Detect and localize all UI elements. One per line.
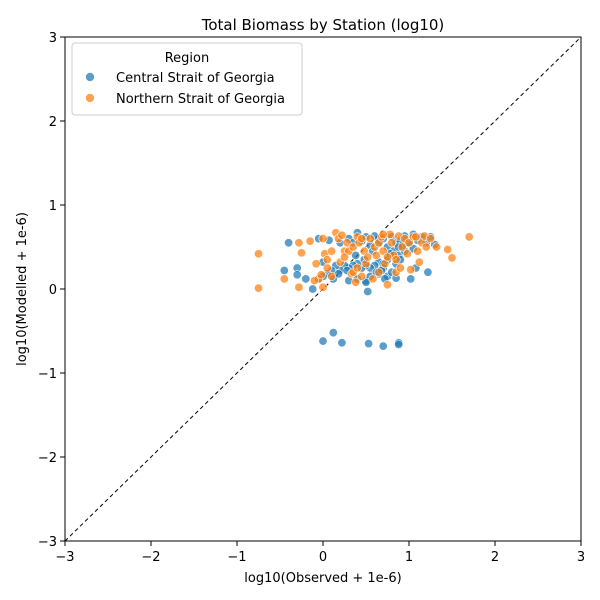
x-tick-label: −3 <box>55 550 74 565</box>
plot-area <box>64 36 582 542</box>
data-point-northern <box>322 263 332 273</box>
data-point-northern <box>397 242 407 252</box>
data-point-northern <box>374 267 384 277</box>
data-point-northern <box>368 274 378 284</box>
x-tick-label: 0 <box>319 550 327 565</box>
data-point-northern <box>318 234 328 244</box>
legend-title: Region <box>165 51 210 66</box>
y-tick-label: 3 <box>49 31 57 46</box>
data-point-northern <box>337 230 347 240</box>
data-point-northern <box>339 252 349 262</box>
data-point-central <box>279 266 289 276</box>
data-point-northern <box>352 263 362 273</box>
legend: Region Central Strait of Georgia Norther… <box>71 42 303 116</box>
data-point-central <box>423 267 433 277</box>
x-tick-label: 1 <box>405 550 413 565</box>
data-point-northern <box>309 276 319 286</box>
data-point-central <box>328 328 338 338</box>
x-tick-label: 2 <box>491 550 499 565</box>
chart-title: Total Biomass by Station (log10) <box>201 16 445 34</box>
data-point-central <box>292 270 302 280</box>
x-tick-label: 3 <box>577 550 585 565</box>
data-point-central <box>301 274 311 284</box>
data-point-northern <box>316 270 326 280</box>
data-point-northern <box>414 257 424 267</box>
y-tick-label: 0 <box>49 283 57 298</box>
data-point-northern <box>318 282 328 292</box>
data-point-central <box>406 274 416 284</box>
y-tick-label: 2 <box>49 115 57 130</box>
data-point-central <box>364 339 374 349</box>
data-point-central <box>394 339 404 349</box>
x-tick-label: −1 <box>227 550 246 565</box>
x-tick-label: −2 <box>141 550 160 565</box>
data-point-northern <box>254 283 264 293</box>
data-point-northern <box>294 238 304 248</box>
data-point-northern <box>421 242 431 252</box>
data-point-northern <box>382 280 392 290</box>
data-point-northern <box>305 236 315 246</box>
x-axis: −3 −2 −1 0 1 2 3 <box>55 541 585 565</box>
data-point-northern <box>447 253 457 263</box>
y-tick-label: −2 <box>38 451 57 466</box>
data-point-northern <box>443 245 453 255</box>
data-point-central <box>308 284 318 294</box>
data-point-northern <box>378 229 388 239</box>
data-point-central <box>363 287 373 297</box>
data-point-northern <box>351 277 361 287</box>
data-point-northern <box>387 238 397 248</box>
data-point-northern <box>432 242 442 252</box>
data-point-northern <box>413 246 423 256</box>
data-point-central <box>378 341 388 351</box>
legend-label-northern: Northern Strait of Georgia <box>116 92 285 107</box>
data-point-central <box>351 250 361 260</box>
data-point-northern <box>464 232 474 242</box>
data-point-northern <box>327 246 337 256</box>
data-point-northern <box>402 249 412 259</box>
data-point-northern <box>294 282 304 292</box>
data-point-central <box>284 238 294 248</box>
data-point-northern <box>311 259 321 269</box>
data-point-northern <box>327 271 337 281</box>
points-layer <box>254 228 474 351</box>
data-point-northern <box>254 249 264 259</box>
data-point-northern <box>411 232 421 242</box>
data-point-northern <box>382 252 392 262</box>
data-point-northern <box>357 271 367 281</box>
data-point-central <box>318 336 328 346</box>
data-point-northern <box>391 255 401 265</box>
data-point-northern <box>357 234 367 244</box>
data-point-northern <box>371 250 381 260</box>
y-tick-label: −3 <box>38 535 57 550</box>
legend-label-central: Central Strait of Georgia <box>116 71 275 86</box>
data-point-northern <box>363 252 373 262</box>
legend-marker-northern <box>85 93 95 103</box>
y-axis-label: log10(Modelled + 1e-6) <box>15 212 30 366</box>
y-tick-label: 1 <box>49 199 57 214</box>
data-point-northern <box>395 263 405 273</box>
y-axis: −3 −2 −1 0 1 2 3 <box>38 31 65 550</box>
data-point-northern <box>425 234 435 244</box>
data-point-northern <box>279 274 289 284</box>
legend-box <box>71 42 303 116</box>
data-point-northern <box>322 255 332 265</box>
data-point-northern <box>406 265 416 275</box>
legend-marker-central <box>85 72 95 82</box>
data-point-northern <box>365 234 375 244</box>
data-point-central <box>337 338 347 348</box>
y-tick-label: −1 <box>38 367 57 382</box>
data-point-northern <box>296 248 306 258</box>
x-axis-label: log10(Observed + 1e-6) <box>244 571 401 586</box>
